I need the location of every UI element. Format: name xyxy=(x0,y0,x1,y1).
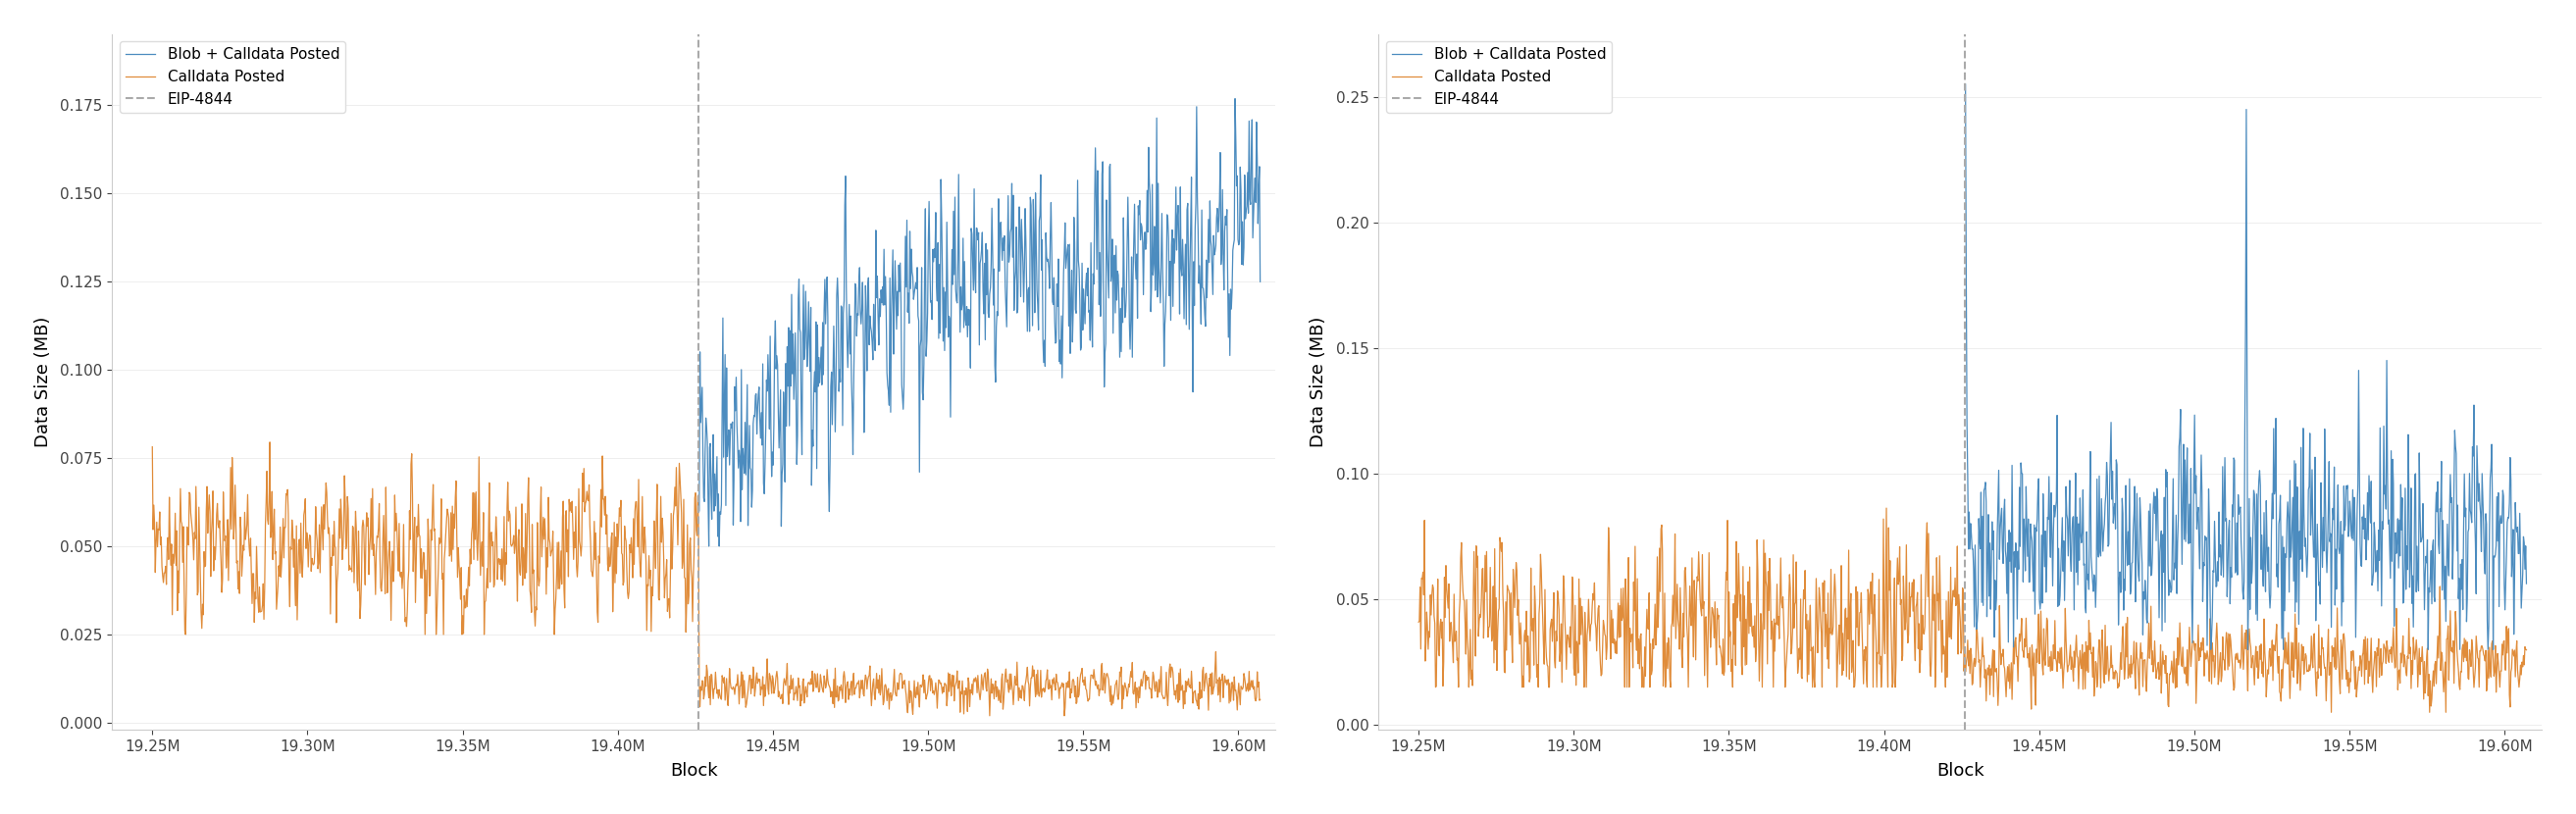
Calldata Posted xyxy=(1404,617,1435,627)
Calldata Posted xyxy=(652,569,683,579)
Calldata Posted xyxy=(768,680,799,689)
Calldata Posted xyxy=(1870,503,1901,513)
X-axis label: Block: Block xyxy=(670,762,719,780)
Calldata Posted xyxy=(974,711,1005,720)
Calldata Posted xyxy=(2512,645,2543,654)
Blob + Calldata Posted xyxy=(2512,579,2543,589)
Blob + Calldata Posted xyxy=(2032,471,2063,481)
Calldata Posted xyxy=(1873,585,1904,595)
Line: Calldata Posted: Calldata Posted xyxy=(152,442,1260,716)
Calldata Posted xyxy=(1533,682,1564,692)
Calldata Posted xyxy=(268,553,299,562)
Legend: Blob + Calldata Posted, Calldata Posted, EIP-4844: Blob + Calldata Posted, Calldata Posted,… xyxy=(118,42,345,112)
Blob + Calldata Posted xyxy=(1244,277,1275,287)
Calldata Posted xyxy=(222,584,252,593)
Y-axis label: Data Size (MB): Data Size (MB) xyxy=(33,317,52,448)
Legend: Blob + Calldata Posted, Calldata Posted, EIP-4844: Blob + Calldata Posted, Calldata Posted,… xyxy=(1386,42,1613,112)
Calldata Posted xyxy=(137,442,167,452)
Calldata Posted xyxy=(2316,707,2347,717)
Line: Blob + Calldata Posted: Blob + Calldata Posted xyxy=(1965,85,2527,650)
Calldata Posted xyxy=(255,437,286,447)
Line: Blob + Calldata Posted: Blob + Calldata Posted xyxy=(698,98,1260,546)
X-axis label: Block: Block xyxy=(1937,762,1984,780)
Y-axis label: Data Size (MB): Data Size (MB) xyxy=(1309,317,1327,448)
Calldata Posted xyxy=(1917,593,1947,602)
Line: Calldata Posted: Calldata Posted xyxy=(1419,508,2527,712)
Calldata Posted xyxy=(631,558,662,567)
Calldata Posted xyxy=(2035,652,2066,662)
Calldata Posted xyxy=(1244,694,1275,704)
Calldata Posted xyxy=(608,580,639,590)
Calldata Posted xyxy=(1896,578,1927,588)
Blob + Calldata Posted xyxy=(768,459,799,469)
Calldata Posted xyxy=(1489,667,1520,676)
